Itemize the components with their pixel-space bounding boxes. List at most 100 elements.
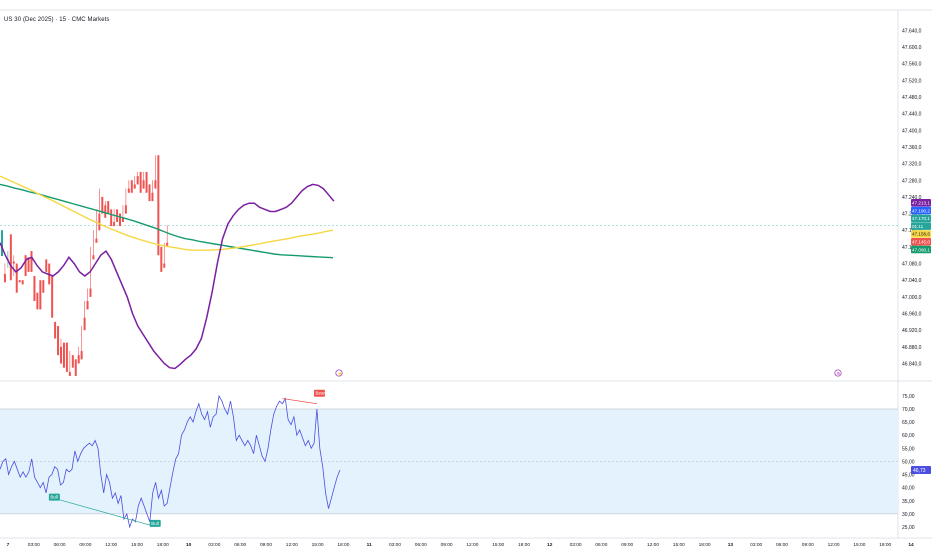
signal-badge-label: Bull [151, 521, 159, 526]
candle-body [163, 263, 166, 268]
time-axis-label: 13 [728, 542, 734, 548]
price-tick-label: 46.920,0 [902, 328, 922, 334]
time-axis-label: 12:00 [105, 542, 117, 548]
time-axis-label: 15:00 [312, 542, 324, 548]
candle-body [15, 263, 18, 293]
time-axis-label: 10 [186, 542, 192, 548]
rsi-tick-label: 75,00 [902, 394, 915, 400]
candle-body [154, 180, 157, 189]
time-axis-label: 18:00 [337, 542, 349, 548]
time-axis-label: 09:00 [621, 542, 633, 548]
candle-body [130, 180, 133, 193]
candle-body [24, 255, 27, 277]
rsi-line [0, 394, 341, 529]
price-tick-label: 47.360,0 [902, 145, 922, 151]
rsi-tick-label: 35,00 [902, 499, 915, 505]
price-tick-label: 47.640,0 [902, 28, 922, 34]
price-tick-label: 47.520,0 [902, 78, 922, 84]
candle-body [9, 234, 12, 281]
time-axis-label: 18:00 [518, 542, 530, 548]
signal-badge [48, 493, 60, 501]
rsi-tick-label: 40,00 [902, 486, 915, 492]
rsi-tick-label: 55,00 [902, 446, 915, 452]
time-axis-label: 14 [908, 542, 914, 548]
candle-body [42, 280, 45, 293]
time-axis-label: 15:00 [853, 542, 865, 548]
price-tick-label: 46.880,0 [902, 345, 922, 351]
time-axis-label: 03:00 [389, 542, 401, 548]
rsi-tick-label: 70,00 [902, 407, 915, 413]
time-axis-label: 06:00 [595, 542, 607, 548]
price-label-text: 47.190,2 [912, 208, 930, 213]
rsi-value-label: 46,73 [913, 468, 926, 474]
event-marker-1 [335, 369, 343, 377]
candle-body [139, 171, 142, 193]
price-tick-label: 47.440,0 [902, 112, 922, 118]
signal-badge-label: Bull [50, 495, 58, 500]
candle-body [166, 242, 169, 247]
time-axis-label: 09:00 [441, 542, 453, 548]
time-axis-label: 15:00 [492, 542, 504, 548]
candle-body [36, 292, 39, 310]
bull-divergence-line [51, 497, 153, 527]
event-marker-1-label: ⚡ [338, 371, 343, 376]
time-axis-label: 06:00 [234, 542, 246, 548]
price-tick-label: 47.040,0 [902, 278, 922, 284]
rsi-tick-label: 30,00 [902, 512, 915, 518]
candle-body [3, 273, 6, 283]
price-tick-label: 46.960,0 [902, 312, 922, 318]
candle-body [107, 201, 110, 214]
signal-badge [149, 519, 161, 527]
price-tick-label: 47.400,0 [902, 128, 922, 134]
time-axis-label: 03:00 [570, 542, 582, 548]
time-axis-label: 12 [547, 542, 553, 548]
candle-body [45, 259, 48, 272]
price-label-text: 47.145,0 [912, 240, 930, 245]
candle-body [133, 184, 136, 189]
signal-badge [313, 389, 325, 397]
price-label-box [911, 230, 931, 238]
rsi-value-box [911, 466, 931, 475]
candle-body [142, 180, 145, 189]
rsi-tick-label: 65,00 [902, 420, 915, 426]
candle-body [92, 255, 95, 260]
time-axis-label: 18:00 [699, 542, 711, 548]
price-label-box [911, 214, 931, 223]
rsi-tick-label: 50,00 [902, 459, 915, 465]
candle-body [77, 355, 80, 364]
rsi-tick-label: 45,00 [902, 473, 915, 479]
price-label-box [911, 199, 931, 207]
candle-body [30, 251, 33, 272]
price-tick-label: 47.200,0 [902, 212, 922, 218]
price-tick-label: 47.320,0 [902, 162, 922, 168]
time-axis-label: 12:00 [466, 542, 478, 548]
candle-body [27, 257, 30, 272]
price-label-text: 01:11 [912, 224, 924, 229]
event-marker-2 [834, 369, 842, 377]
price-tick-label: 47.280,0 [902, 178, 922, 184]
candle-body [160, 246, 163, 272]
candle-body [33, 276, 36, 302]
candle-body [57, 326, 60, 356]
candle-body [65, 342, 68, 372]
time-axis-label: 18:00 [157, 542, 169, 548]
candle-body [148, 184, 151, 202]
candle-body [83, 317, 86, 331]
price-label-box [911, 238, 931, 246]
ema-green-line [0, 183, 334, 259]
time-axis-label: 7 [7, 542, 10, 548]
time-axis-label: 09:00 [260, 542, 272, 548]
candle-body [151, 192, 154, 202]
candle-body [1, 230, 3, 257]
candle-body [98, 213, 101, 231]
rsi-tick-label: 60,00 [902, 433, 915, 439]
price-label-box [911, 222, 931, 230]
time-axis-label: 12:00 [828, 542, 840, 548]
signal-badge-label: Bear [315, 391, 325, 396]
price-label-box [911, 245, 931, 254]
candle-body [127, 188, 130, 193]
time-axis-label: 09:00 [79, 542, 91, 548]
symbol-title[interactable]: US 30 (Dec 2025) · 15 · CMC Markets [4, 17, 110, 23]
